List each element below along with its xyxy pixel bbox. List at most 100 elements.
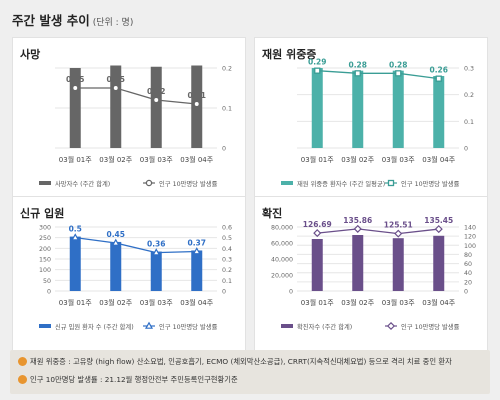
series-line <box>75 87 197 105</box>
y2-tick-label: 0.2 <box>222 66 232 73</box>
series-point <box>314 67 321 74</box>
series-point <box>112 84 120 92</box>
data-label: 0.26 <box>429 66 448 75</box>
bar <box>191 250 203 291</box>
page-title-text: 주간 발생 추이 <box>12 13 90 28</box>
chart-panel-admissions: 신규 입원 0 50 100 150 200 250 300 0 0.1 0.2 0.3 0.4 0.5… <box>12 196 246 360</box>
data-label: 0.5 <box>69 225 82 234</box>
chart-panel-critical: 재원 위중증 0 0.1 0.2 0.3 03월 01주 03월 02주 03월 03주 03… <box>254 37 488 201</box>
x-tick-label: 03월 02주 <box>341 155 374 164</box>
y-tick-label: 0 <box>289 289 293 296</box>
y-tick-label: 300 <box>39 225 51 232</box>
legend-label: 확진자수 (주간 합계) <box>297 322 352 331</box>
x-tick-label: 03월 04주 <box>180 298 213 307</box>
legend-label: 재원 위중증 환자수 (주간 일평균) <box>297 179 385 188</box>
chart-title: 확진 <box>262 207 283 220</box>
x-tick-label: 03월 03주 <box>382 298 415 307</box>
x-tick-label: 03월 02주 <box>341 298 374 307</box>
series-point <box>354 70 361 77</box>
y-tick-label: 50 <box>43 278 51 285</box>
series-point <box>71 233 80 241</box>
data-label: 135.45 <box>424 216 453 225</box>
x-tick-label: 03월 02주 <box>99 298 132 307</box>
bar <box>110 241 122 291</box>
bar <box>150 66 162 148</box>
y2-tick-label: 0.1 <box>222 106 232 113</box>
data-label: 0.45 <box>106 230 125 239</box>
bar <box>311 68 323 148</box>
footnote-text: 재원 위중증 : 고유량 (high flow) 산소요법, 인공호흡기, EC… <box>30 357 452 366</box>
legend-label: 인구 10만명당 발생률 <box>159 322 218 331</box>
bar <box>392 70 404 148</box>
y2-tick-label: 0.3 <box>222 257 232 264</box>
x-tick-label: 03월 01주 <box>59 155 92 164</box>
y2-tick-label: 60 <box>464 261 472 268</box>
y2-tick-label: 0.2 <box>222 267 232 274</box>
x-tick-label: 03월 01주 <box>301 298 334 307</box>
series-point <box>353 224 362 233</box>
y-tick-label: 20,000 <box>271 273 293 280</box>
footnote-box: 재원 위중증 : 고유량 (high flow) 산소요법, 인공호흡기, EC… <box>10 350 490 394</box>
bar <box>150 251 162 291</box>
legend-marker <box>387 179 395 187</box>
legend-marker <box>386 321 396 331</box>
y2-tick-label: 140 <box>464 225 476 232</box>
x-tick-label: 03월 04주 <box>180 155 213 164</box>
x-tick-label: 03월 04주 <box>422 155 455 164</box>
y2-tick-label: 0.3 <box>464 66 474 73</box>
series-point <box>193 100 200 108</box>
y2-tick-label: 0.1 <box>222 278 232 285</box>
y-tick-label: 40,000 <box>271 257 293 264</box>
chart-panel-deaths: 사망 0 0.1 0.2 03월 01주 03월 02주 03월 03주 03월 04주 0.… <box>12 37 246 201</box>
series-point <box>313 229 322 238</box>
y2-tick-label: 0.6 <box>222 225 232 232</box>
bar <box>311 239 323 291</box>
legend-marker <box>145 179 153 187</box>
bar <box>352 70 364 148</box>
bar <box>110 65 122 148</box>
bar <box>433 76 445 148</box>
y2-tick-label: 0.5 <box>222 235 232 242</box>
data-label: 126.69 <box>303 220 332 229</box>
legend-swatch <box>39 181 51 185</box>
data-label: 0.28 <box>389 60 408 69</box>
series-line <box>75 237 197 254</box>
series-point <box>152 96 160 104</box>
series-point <box>394 229 403 238</box>
legend-swatch <box>281 324 293 328</box>
y2-tick-label: 0 <box>222 289 226 296</box>
chart-svg: 0 0.1 0.2 0.3 03월 01주 03월 02주 03월 03주 03월 04주 0.… <box>281 58 474 188</box>
x-tick-label: 03월 04주 <box>422 298 455 307</box>
legend-label: 인구 10만명당 발생률 <box>401 179 460 188</box>
legend-swatch <box>281 181 293 185</box>
legend-label: 신규 입원 환자 수 (주간 합계) <box>55 322 134 331</box>
y2-tick-label: 0 <box>464 289 468 296</box>
data-label: 0.15 <box>106 75 125 84</box>
chart-title: 사망 <box>20 48 41 61</box>
x-tick-label: 03월 01주 <box>301 155 334 164</box>
footnote-item: 재원 위중증 : 고유량 (high flow) 산소요법, 인공호흡기, EC… <box>18 357 452 367</box>
series-line <box>317 70 439 80</box>
series-line <box>317 228 439 235</box>
bar <box>433 235 445 291</box>
data-label: 0.11 <box>187 91 206 100</box>
bullet-icon <box>18 357 27 366</box>
series-point <box>434 225 443 234</box>
chart-panel-confirmed: 확진 0 20,000 40,000 60,000 80,000 0 20 40 60 80 100… <box>254 196 488 360</box>
y-tick-label: 250 <box>39 235 51 242</box>
y2-tick-label: 20 <box>464 279 472 286</box>
y2-tick-label: 40 <box>464 270 472 277</box>
bar <box>69 68 81 148</box>
y-tick-label: 150 <box>39 257 51 264</box>
data-label: 0.36 <box>147 240 166 249</box>
y2-tick-label: 0.2 <box>464 92 474 99</box>
data-label: 0.28 <box>348 60 367 69</box>
legend-label: 사망자수 (주간 합계) <box>55 179 110 188</box>
unit-label: (단위 : 명) <box>92 18 134 28</box>
bar <box>69 236 81 291</box>
chart-svg: 0 20,000 40,000 60,000 80,000 0 20 40 60 80 100 120… <box>271 216 476 331</box>
bar <box>392 238 404 291</box>
x-tick-label: 03월 03주 <box>382 155 415 164</box>
y2-tick-label: 0.4 <box>222 246 232 253</box>
y-tick-label: 80,000 <box>271 225 293 232</box>
